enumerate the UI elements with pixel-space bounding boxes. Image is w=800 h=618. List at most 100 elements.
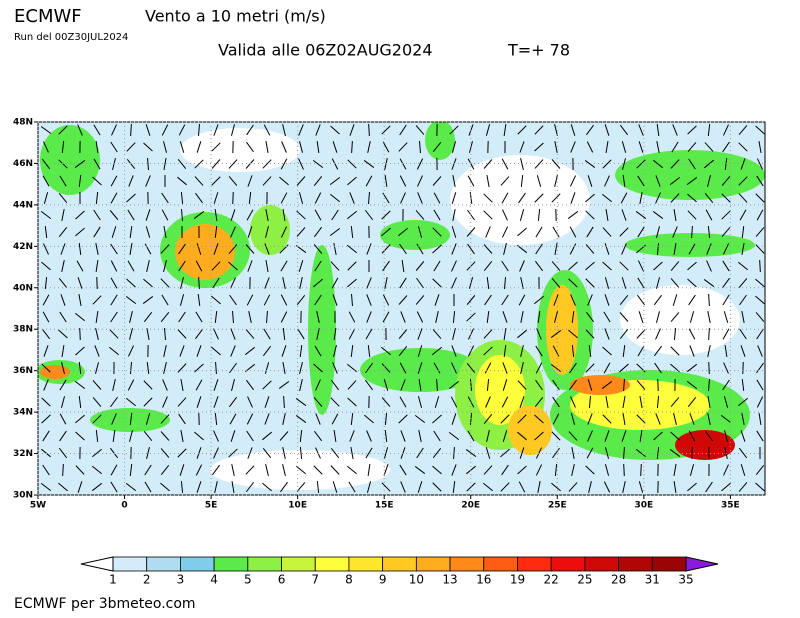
wind-barb bbox=[639, 396, 643, 408]
wind-barb bbox=[483, 346, 493, 356]
wind-barb bbox=[315, 413, 321, 425]
wind-barb bbox=[178, 243, 186, 255]
wind-barb bbox=[245, 379, 255, 391]
wind-barb bbox=[331, 158, 339, 170]
wind-barb bbox=[636, 159, 646, 169]
wind-barb bbox=[58, 447, 68, 459]
wind-barb bbox=[706, 243, 712, 255]
wind-barb bbox=[571, 447, 575, 459]
wind-barb bbox=[74, 160, 86, 168]
wind-barb bbox=[418, 378, 422, 392]
wind-barb bbox=[75, 414, 85, 424]
wind-barb bbox=[92, 448, 102, 458]
wind-barb bbox=[177, 397, 187, 407]
wind-barb bbox=[110, 243, 118, 255]
wind-zone bbox=[675, 430, 735, 460]
wind-barb bbox=[265, 141, 269, 153]
legend-swatch bbox=[314, 556, 350, 572]
wind-barb bbox=[109, 210, 119, 220]
wind-barb bbox=[112, 379, 116, 391]
map-frame bbox=[37, 121, 766, 496]
wind-barb bbox=[282, 362, 286, 374]
wind-barb bbox=[570, 124, 576, 136]
wind-barb bbox=[417, 396, 423, 408]
wind-barb bbox=[384, 158, 388, 170]
wind-barb bbox=[467, 158, 475, 170]
wind-barb bbox=[231, 464, 235, 476]
lat-label: 36N bbox=[13, 366, 33, 376]
wind-zone bbox=[250, 205, 290, 255]
wind-barb bbox=[58, 193, 68, 203]
wind-barb bbox=[418, 430, 422, 442]
wind-barb bbox=[333, 345, 337, 357]
wind-barb bbox=[708, 293, 710, 307]
lon-label: 30E bbox=[634, 501, 653, 511]
wind-barb bbox=[381, 125, 391, 135]
wind-barb bbox=[196, 396, 202, 408]
wind-barb bbox=[500, 176, 510, 186]
wind-barb bbox=[400, 311, 406, 323]
wind-barb bbox=[534, 260, 544, 272]
wind-barb bbox=[416, 277, 424, 289]
wind-barb bbox=[432, 414, 442, 424]
wind-barb bbox=[723, 362, 729, 374]
wind-barb bbox=[41, 158, 51, 170]
wind-barb bbox=[77, 277, 83, 289]
wind-barb bbox=[58, 226, 68, 238]
wind-barb bbox=[432, 447, 442, 459]
wind-barb bbox=[109, 447, 119, 459]
wind-barb bbox=[552, 345, 560, 357]
wind-barb bbox=[636, 414, 646, 424]
wind-barb bbox=[586, 141, 594, 153]
wind-barb bbox=[110, 141, 118, 153]
wind-barb bbox=[417, 192, 423, 204]
wind-barb bbox=[636, 329, 646, 339]
wind-barb bbox=[380, 346, 392, 356]
wind-barb bbox=[367, 141, 371, 153]
wind-barb bbox=[299, 429, 303, 443]
wind-barb bbox=[756, 379, 764, 391]
wind-barb bbox=[314, 209, 322, 221]
wind-barb bbox=[604, 243, 610, 255]
wind-barb bbox=[145, 124, 151, 136]
wind-barb bbox=[194, 176, 204, 186]
wind-barb bbox=[126, 142, 136, 152]
wind-barb bbox=[351, 140, 353, 154]
wind-zone bbox=[508, 405, 552, 455]
wind-barb bbox=[347, 397, 357, 407]
wind-barb bbox=[230, 124, 236, 136]
wind-barb bbox=[569, 362, 577, 374]
wind-barb bbox=[756, 396, 764, 408]
wind-barb bbox=[331, 413, 339, 425]
wind-barb bbox=[382, 311, 390, 323]
wind-barb bbox=[571, 310, 575, 324]
wind-barb bbox=[687, 193, 697, 203]
legend-under bbox=[80, 556, 114, 572]
wind-barb bbox=[213, 328, 219, 340]
wind-barb bbox=[670, 431, 680, 441]
wind-barb bbox=[146, 447, 150, 459]
wind-barb bbox=[129, 311, 133, 323]
wind-barb bbox=[143, 142, 153, 152]
wind-barb bbox=[570, 141, 576, 153]
wind-barb bbox=[398, 295, 408, 305]
lon-label: 25E bbox=[548, 501, 567, 511]
wind-barb bbox=[587, 175, 593, 187]
wind-barb bbox=[180, 379, 184, 391]
wind-barb bbox=[755, 278, 765, 288]
wind-barb bbox=[160, 278, 170, 288]
wind-barb bbox=[652, 159, 664, 169]
wind-barb bbox=[653, 294, 663, 306]
wind-barb bbox=[198, 276, 200, 290]
wind-barb bbox=[299, 344, 303, 358]
wind-barb bbox=[740, 464, 746, 476]
wind-barb bbox=[160, 482, 170, 492]
wind-barb bbox=[639, 192, 643, 204]
wind-barb bbox=[110, 260, 118, 272]
wind-barb bbox=[570, 396, 576, 408]
wind-barb bbox=[707, 175, 711, 187]
wind-barb bbox=[619, 312, 629, 322]
wind-barb bbox=[76, 260, 84, 272]
wind-barb bbox=[552, 379, 560, 391]
